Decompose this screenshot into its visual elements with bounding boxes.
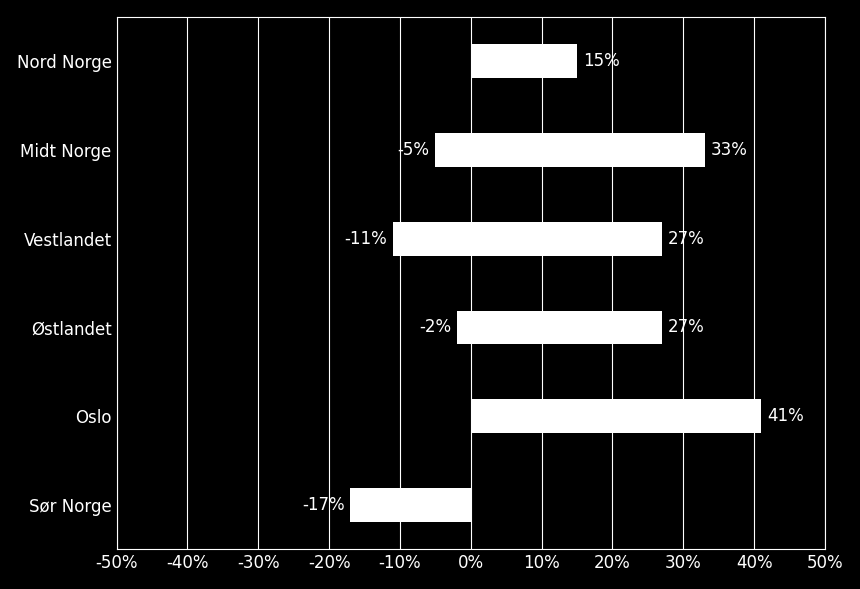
Text: -11%: -11%: [344, 230, 387, 247]
Text: 27%: 27%: [667, 319, 704, 336]
Text: 41%: 41%: [767, 407, 804, 425]
Text: -2%: -2%: [419, 319, 451, 336]
Bar: [470, 133, 704, 167]
Bar: [457, 310, 470, 345]
Bar: [435, 133, 470, 167]
Text: -5%: -5%: [397, 141, 430, 159]
Bar: [470, 44, 577, 78]
Bar: [393, 222, 470, 256]
Bar: [470, 222, 662, 256]
Bar: [350, 488, 470, 522]
Bar: [470, 399, 761, 433]
Text: 33%: 33%: [710, 141, 747, 159]
Text: 15%: 15%: [583, 52, 619, 70]
Text: 27%: 27%: [667, 230, 704, 247]
Bar: [470, 310, 662, 345]
Text: -17%: -17%: [302, 496, 345, 514]
